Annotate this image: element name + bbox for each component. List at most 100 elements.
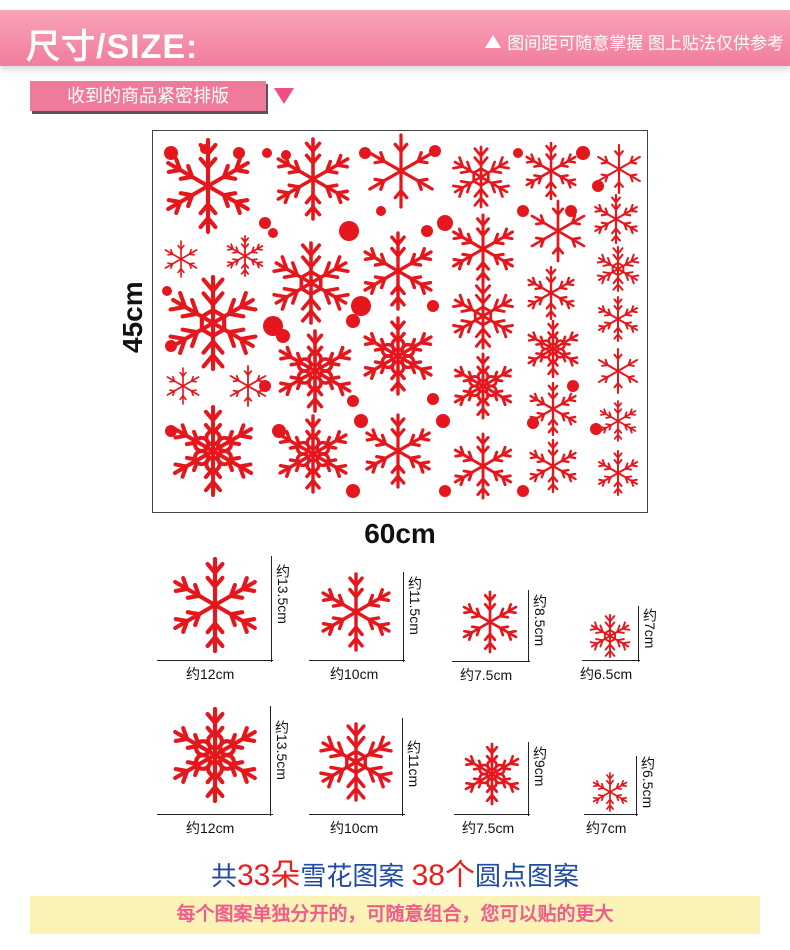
dot-icon [517, 205, 529, 217]
dim-line-h [157, 660, 273, 661]
snowflake-icon [529, 381, 577, 437]
sheet-width-label: 60cm [364, 518, 436, 549]
snowflake-icon [462, 590, 518, 654]
snowflake-icon [527, 319, 579, 379]
dot-icon [346, 314, 360, 328]
snowflake-sample-7 [464, 742, 520, 806]
dot-icon [162, 286, 172, 296]
snowflake-icon [525, 141, 577, 201]
size-height-label: 约7cm [642, 608, 658, 649]
dot-icon [233, 147, 245, 159]
triangle-up-icon [485, 35, 502, 48]
summary-part3: 圆点图案 [475, 861, 580, 891]
snowflake-sample-4 [589, 614, 631, 658]
snowflake-icon [530, 199, 586, 263]
dim-line-h [309, 660, 405, 661]
size-title: 尺寸/SIZE: [26, 28, 199, 66]
snowflake-icon [173, 556, 257, 654]
snowflake-icon [592, 772, 628, 812]
dot-icon [200, 144, 210, 154]
dot-icon [590, 423, 602, 435]
snowflake-icon [363, 231, 433, 311]
dot-icon [263, 316, 283, 336]
dim-line-v [636, 756, 637, 816]
snowflake-icon [278, 329, 352, 413]
snowflake-icon [276, 137, 350, 221]
snowflake-icon [464, 742, 520, 806]
snowflake-icon [527, 265, 575, 321]
summary-part2: 雪花图案 [300, 861, 405, 891]
snowflake-icon [226, 235, 264, 277]
snowflake-icon [164, 240, 198, 278]
combination-note: 每个图案单独分开的，可随意组合，您可以贴的更大 [30, 896, 760, 934]
snowflake-icon [321, 572, 391, 652]
snowflake-icon [363, 316, 433, 396]
snowflake-count: 33朵 [237, 859, 301, 892]
snowflake-icon [278, 414, 348, 494]
dim-line-h [584, 814, 638, 815]
dot-icon [439, 485, 451, 497]
header-banner: 尺寸/SIZE: 图间距可随意掌握 图上贴法仅供参考 [0, 10, 790, 66]
sheet-snowflakes [162, 133, 641, 500]
size-height-label: 约11.5cm [407, 576, 423, 635]
size-width-label: 约6.5cm [580, 666, 633, 682]
dot-icon [565, 205, 577, 217]
snowflake-icon [166, 367, 200, 405]
dot-icon [165, 340, 177, 352]
snowflake-sample-3 [462, 590, 518, 654]
dot-icon [427, 393, 439, 405]
dim-line-v [271, 556, 272, 662]
dim-line-h [582, 660, 640, 661]
sheet-height-label: 45cm [117, 281, 148, 353]
size-height-label: 约8.5cm [532, 594, 548, 647]
snowflake-icon [452, 145, 510, 209]
dot-icon [346, 484, 360, 498]
dot-icon [359, 147, 371, 159]
snowflake-icon [365, 413, 431, 489]
snowflake-icon [173, 706, 257, 804]
summary-part1: 共 [210, 861, 237, 891]
snowflake-icon [597, 296, 639, 342]
spacing-note: 图间距可随意掌握 图上贴法仅供参考 [485, 29, 784, 54]
dot-icon [165, 425, 177, 437]
dot-icon [592, 180, 604, 192]
snowflake-icon [168, 274, 258, 372]
snowflake-sample-6 [319, 722, 393, 802]
dim-line-v [270, 706, 271, 816]
dot-icon [429, 145, 441, 157]
size-width-label: 约7cm [586, 820, 627, 836]
dim-line-v [528, 590, 529, 662]
dot-icon [262, 148, 272, 158]
snowflake-icon [597, 143, 641, 195]
dot-icon [347, 395, 359, 407]
dot-icon [272, 424, 286, 438]
dot-icon [567, 380, 579, 392]
dim-line-h [452, 661, 530, 662]
dot-icon [281, 150, 291, 160]
size-width-label: 约7.5cm [462, 820, 515, 836]
spacing-note-text: 图间距可随意掌握 图上贴法仅供参考 [507, 34, 784, 53]
size-height-label: 约9cm [532, 746, 548, 787]
dot-icon [276, 329, 290, 343]
size-width-label: 约10cm [330, 820, 379, 836]
dim-line-h [454, 814, 530, 815]
snowflake-icon [529, 438, 577, 494]
size-height-label: 约13.5cm [274, 720, 290, 780]
size-width-label: 约7.5cm [460, 667, 513, 683]
dot-icon [339, 221, 359, 241]
snowflake-icon [453, 352, 513, 420]
dot-icon [517, 485, 529, 497]
snowflake-icon [172, 405, 254, 497]
triangle-down-icon [274, 88, 294, 104]
snowflake-icon [597, 450, 639, 496]
snowflake-icon [452, 213, 514, 285]
size-width-label: 约12cm [186, 666, 235, 682]
dot-icon [527, 417, 539, 429]
size-width-label: 约10cm [330, 666, 379, 682]
dot-count: 38个 [411, 859, 475, 892]
dot-icon [164, 146, 178, 160]
snowflake-sample-8 [592, 772, 628, 812]
sticker-sheet [152, 130, 648, 513]
dim-line-v [402, 718, 403, 816]
size-height-label: 约13.5cm [275, 564, 291, 624]
